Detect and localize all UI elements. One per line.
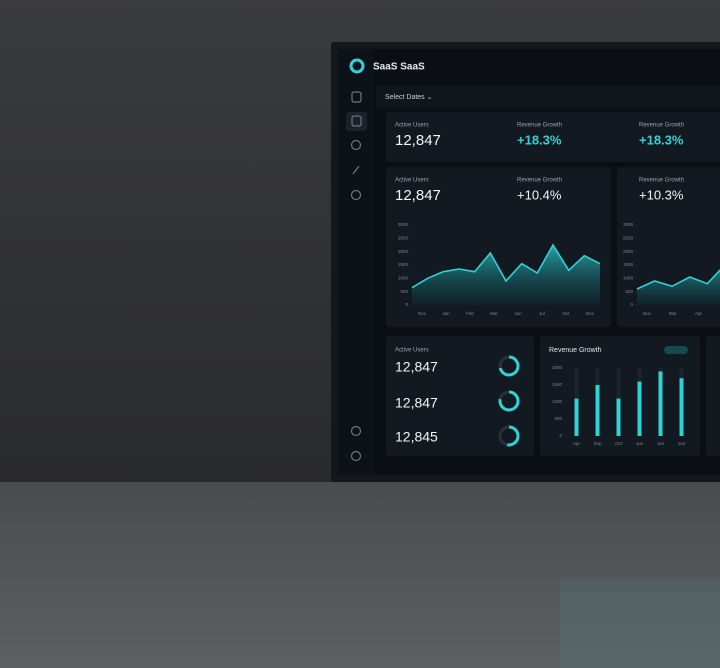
area-fill: [637, 270, 720, 305]
ring: [498, 425, 520, 447]
top-bar: [376, 86, 720, 108]
bar: [574, 398, 579, 436]
badge: [664, 346, 688, 354]
ring: [498, 390, 520, 412]
y-tick-label: 1500: [623, 262, 634, 267]
metric-value: +10.4%: [517, 187, 562, 202]
y-tick-label: 1500: [398, 262, 409, 267]
x-tick-label: Sep: [593, 441, 602, 446]
y-tick-label: 1000: [552, 399, 563, 404]
ring: [498, 355, 520, 377]
y-tick-label: 0: [405, 302, 408, 307]
y-tick-label: 500: [400, 289, 408, 294]
ring-panel: [386, 336, 534, 456]
icon[interactable]: [350, 450, 362, 462]
metric-value: 12,847: [395, 132, 441, 149]
area-line: [636, 269, 720, 290]
x-tick-label: Jan: [657, 441, 665, 446]
icon[interactable]: [350, 139, 362, 151]
y-tick-label: 2000: [552, 365, 563, 370]
metric-value: 12,847: [395, 395, 438, 411]
metric-label: Active Users: [395, 348, 429, 354]
panel: [706, 336, 720, 456]
y-tick-label: 3000: [398, 222, 409, 227]
metric-label: Active Users: [395, 178, 429, 184]
x-tick-label: Apr: [573, 441, 581, 446]
y-tick-label: 2000: [623, 249, 634, 254]
bar: [616, 398, 621, 436]
x-tick-label: Apr: [695, 311, 703, 316]
icon[interactable]: [351, 115, 362, 127]
metric-value: 12,847: [395, 187, 441, 204]
bar: [658, 371, 663, 436]
area-line: [411, 243, 601, 289]
rings: [498, 355, 520, 447]
x-tick-label: Jun: [678, 441, 686, 446]
bar: [679, 378, 684, 436]
y-tick-label: 2000: [398, 249, 409, 254]
bar-chart-title: Revenue Growth: [549, 347, 602, 354]
x-tick-label: Jul: [539, 311, 545, 316]
metric-label: Revenue Growth: [517, 123, 562, 129]
summary-panel: [386, 112, 720, 162]
metric-value: 12,847: [395, 359, 438, 375]
metric-label: Revenue Growth: [517, 178, 562, 184]
x-tick-label: Mar: [669, 311, 677, 316]
x-tick-label: Nov: [418, 311, 427, 316]
y-tick-label: 1000: [623, 276, 634, 281]
icon[interactable]: [350, 189, 362, 201]
metric-value: +18.3%: [639, 132, 684, 147]
icon: [351, 91, 362, 103]
metric-value: 12,845: [395, 429, 438, 445]
y-tick-label: 0: [630, 302, 633, 307]
area-fill: [412, 245, 600, 305]
y-tick-label: 3000: [623, 222, 634, 227]
date-selector: Select Dates ⌄: [385, 94, 433, 101]
logo: [349, 58, 365, 74]
y-tick-label: 500: [625, 289, 633, 294]
metric-label: Revenue Growth: [639, 178, 684, 184]
x-tick-label: Oct: [615, 441, 623, 446]
icon[interactable]: [352, 165, 360, 175]
metric-label: Revenue Growth: [639, 123, 684, 129]
y-tick-label: 2500: [623, 236, 634, 241]
x-tick-label: Jan: [442, 311, 450, 316]
bar: [637, 381, 642, 436]
bar: [595, 385, 600, 436]
floor: [0, 482, 720, 668]
x-tick-label: Nov: [643, 311, 652, 316]
y-tick-label: 500: [554, 416, 562, 421]
x-tick-label: Oct: [562, 311, 570, 316]
icon[interactable]: [350, 425, 362, 437]
x-tick-label: Jun: [636, 441, 644, 446]
y-tick-label: 2500: [398, 236, 409, 241]
metric-label: Active Users: [395, 123, 429, 129]
x-tick-label: Feb: [466, 311, 474, 316]
y-tick-label: 1500: [552, 382, 563, 387]
y-tick-label: 0: [559, 433, 562, 438]
x-tick-label: Mar: [490, 311, 498, 316]
metric-value: +10.3%: [639, 187, 684, 202]
metric-value: +18.3%: [517, 132, 562, 147]
icon-active-bg: [346, 112, 367, 131]
x-tick-label: Dec: [586, 311, 595, 316]
y-tick-label: 1000: [398, 276, 409, 281]
x-tick-label: Jun: [514, 311, 522, 316]
brand: SaaS SaaS: [373, 62, 425, 73]
reflection: [560, 580, 720, 668]
sidebar-icons: [346, 91, 367, 462]
